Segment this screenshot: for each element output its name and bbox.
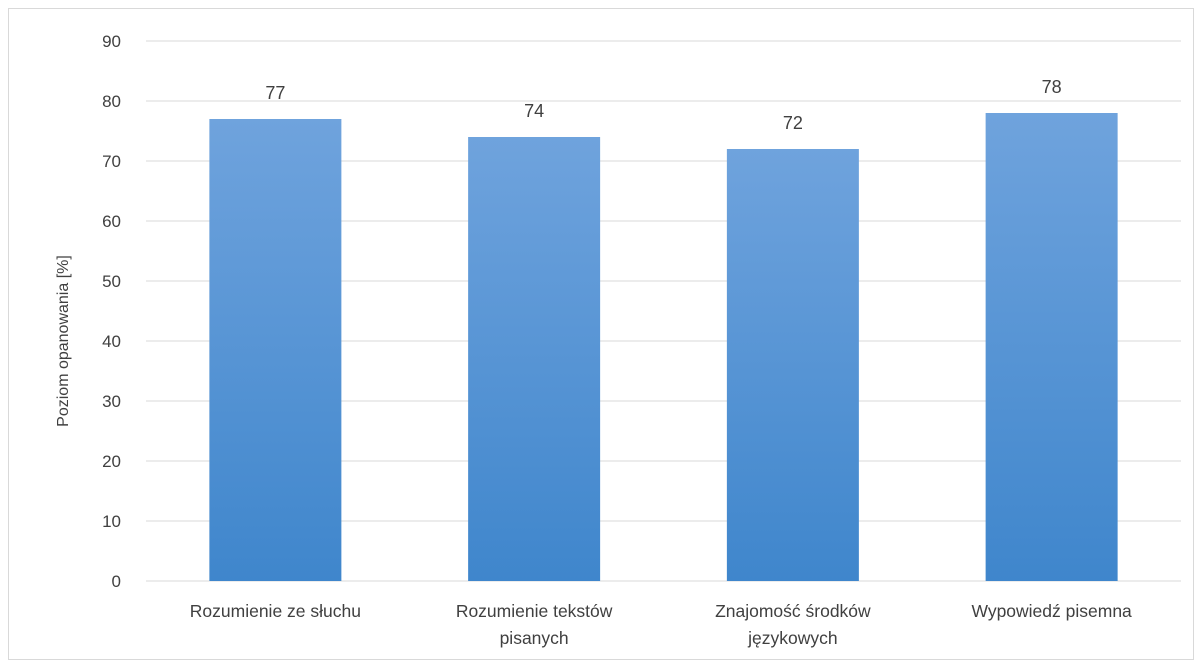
y-tick-label: 10 [102, 512, 121, 531]
x-category-label: językowych [747, 628, 837, 648]
data-labels: 77 74 72 78 [265, 77, 1061, 133]
x-category-label: Znajomość środków [715, 601, 871, 621]
x-category-label: pisanych [500, 628, 569, 648]
chart-frame: 0 10 20 30 40 50 60 70 80 90 77 74 72 78 Rozumienie … [8, 8, 1194, 660]
data-label: 77 [265, 83, 285, 103]
y-tick-label: 70 [102, 152, 121, 171]
bar [985, 113, 1118, 581]
bar [468, 137, 601, 581]
y-tick-label: 40 [102, 332, 121, 351]
y-tick-label: 90 [102, 32, 121, 51]
x-category-label: Rozumienie tekstów [456, 601, 613, 621]
data-label: 78 [1042, 77, 1062, 97]
y-tick-label: 20 [102, 452, 121, 471]
bar-chart: 0 10 20 30 40 50 60 70 80 90 77 74 72 78 Rozumienie … [55, 32, 1181, 648]
x-axis-categories: Rozumienie ze słuchu Rozumienie tekstów pi… [190, 601, 1132, 648]
y-axis-title: Poziom opanowania [%] [55, 255, 72, 427]
data-label: 72 [783, 113, 803, 133]
y-tick-label: 50 [102, 272, 121, 291]
data-label: 74 [524, 101, 544, 121]
y-tick-label: 0 [112, 572, 121, 591]
y-tick-label: 80 [102, 92, 121, 111]
bars [209, 113, 1118, 581]
y-tick-label: 60 [102, 212, 121, 231]
y-axis-ticks: 0 10 20 30 40 50 60 70 80 90 [102, 32, 121, 591]
x-category-label: Wypowiedź pisemna [971, 601, 1132, 621]
bar [209, 119, 342, 581]
x-category-label: Rozumienie ze słuchu [190, 601, 361, 621]
y-tick-label: 30 [102, 392, 121, 411]
bar [726, 149, 859, 581]
